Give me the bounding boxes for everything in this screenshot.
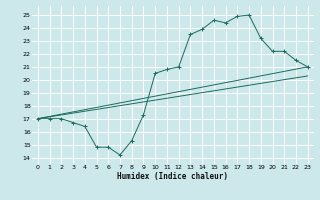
X-axis label: Humidex (Indice chaleur): Humidex (Indice chaleur) xyxy=(117,172,228,181)
